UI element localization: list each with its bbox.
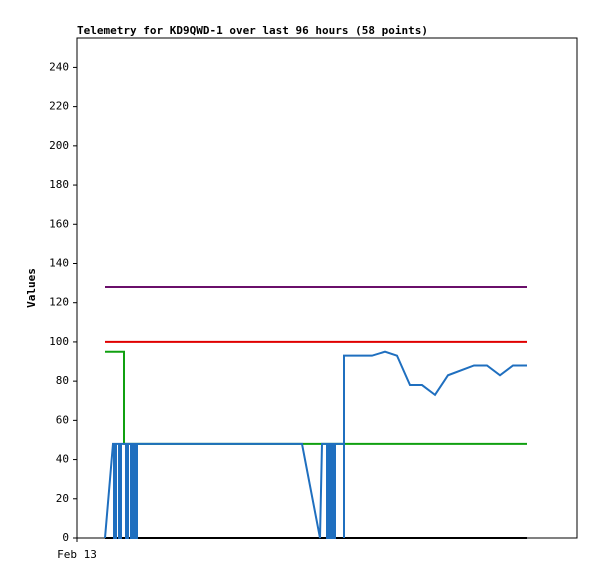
y-tick-label: 220	[49, 100, 69, 113]
y-tick-label: 100	[49, 335, 69, 348]
y-tick-label: 200	[49, 139, 69, 152]
series-line	[104, 350, 527, 539]
chart-title: Telemetry for KD9QWD-1 over last 96 hour…	[77, 24, 428, 37]
y-tick-label: 60	[56, 413, 69, 426]
y-axis-label: Values	[25, 268, 38, 308]
y-tick-label: 140	[49, 256, 69, 269]
y-tick-label: 40	[56, 453, 69, 466]
y-tick-label: 0	[62, 531, 69, 544]
y-tick-label: 20	[56, 492, 69, 505]
x-tick-label: Feb 13	[57, 548, 97, 561]
y-tick-label: 180	[49, 178, 69, 191]
y-tick-label: 80	[56, 374, 69, 387]
y-tick-label: 120	[49, 296, 69, 309]
y-tick-label: 160	[49, 217, 69, 230]
y-tick-label: 240	[49, 60, 69, 73]
